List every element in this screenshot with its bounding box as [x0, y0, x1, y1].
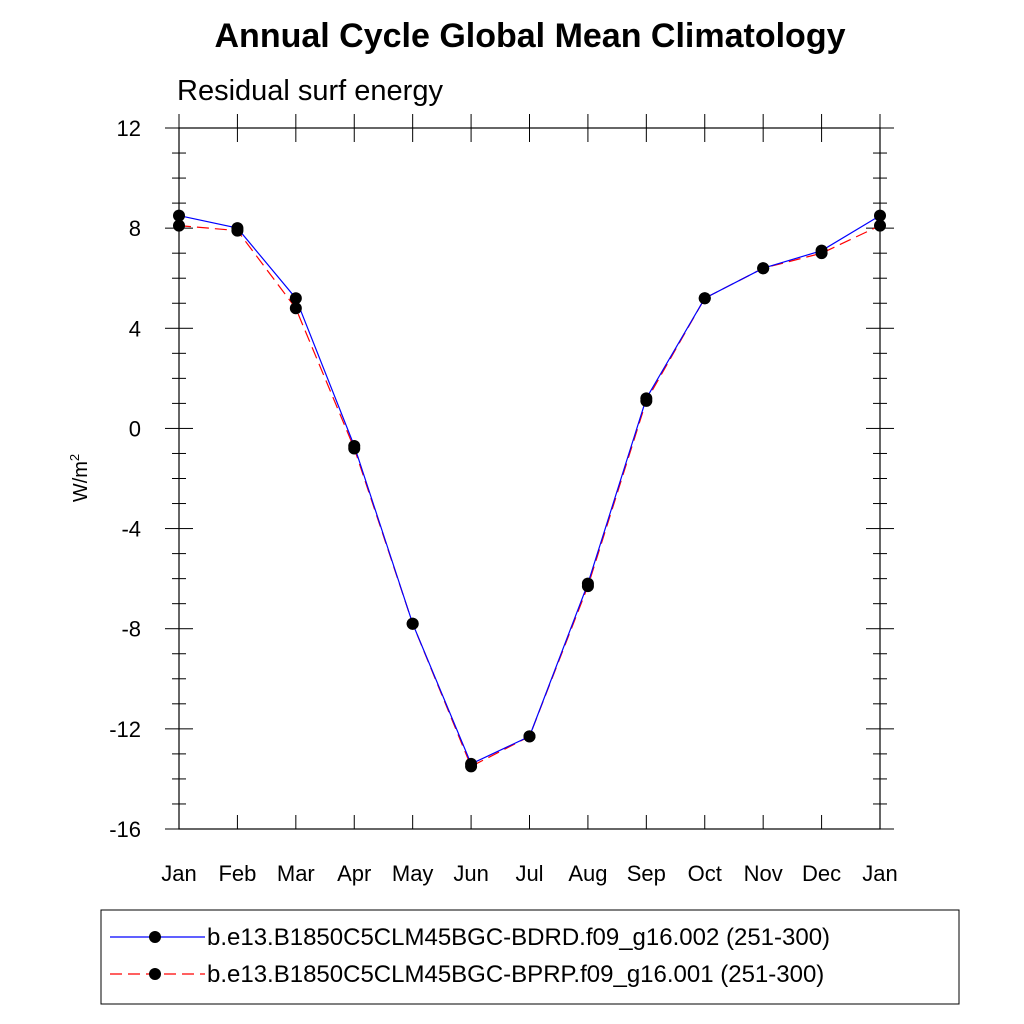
x-tick-label: Dec [802, 861, 841, 886]
y-axis-label-superscript: 2 [67, 454, 82, 461]
x-tick-label: Nov [744, 861, 783, 886]
axis-ticks [165, 114, 894, 830]
y-axis-label-text: W/m [70, 461, 92, 502]
x-tick-label: Jul [515, 861, 543, 886]
series-1-point [698, 292, 711, 305]
series-line-1 [178, 225, 881, 768]
y-tick-label: 12 [117, 116, 141, 141]
y-tick-label: 4 [129, 316, 141, 341]
series-1-point [231, 224, 244, 237]
chart-title: Annual Cycle Global Mean Climatology [215, 17, 846, 55]
y-tick-label: 8 [129, 216, 141, 241]
series-0-point [289, 292, 302, 305]
plot-frame [178, 127, 881, 830]
legend: b.e13.B1850C5CLM45BGC-BDRD.f09_g16.002 (… [110, 924, 830, 988]
x-tick-label: May [392, 861, 434, 886]
series-line-0 [178, 215, 881, 765]
plot-series [173, 209, 886, 773]
chart-subtitle: Residual surf energy [177, 75, 443, 107]
y-tick-label: -12 [109, 717, 141, 742]
legend-marker-0 [149, 931, 161, 943]
x-tick-label: Jan [862, 861, 897, 886]
x-tick-label: Mar [277, 861, 315, 886]
series-1-point [523, 730, 536, 743]
y-axis-label: W/m2 [67, 454, 92, 502]
y-tick-label: 0 [129, 416, 141, 441]
series-1-point [640, 394, 653, 407]
series-1-point [406, 617, 419, 630]
x-tick-label: Feb [218, 861, 256, 886]
series-1-point [757, 262, 770, 275]
x-tick-label: Apr [337, 861, 371, 886]
series-1-point [348, 442, 361, 455]
x-tick-label: Oct [688, 861, 722, 886]
x-tick-label: Jun [453, 861, 488, 886]
x-tick-label: Aug [568, 861, 607, 886]
legend-label-1: b.e13.B1850C5CLM45BGC-BPRP.f09_g16.001 (… [207, 961, 824, 988]
x-tick-labels: Jan Feb Mar Apr May Jun Jul Aug Sep Oct Nov Dec Jan [161, 861, 897, 886]
series-1-point [581, 580, 594, 593]
x-tick-label: Sep [627, 861, 666, 886]
y-tick-labels: 12 8 4 0 -4 -8 -12 -16 [109, 116, 141, 842]
y-tick-label: -4 [121, 517, 141, 542]
series-1-point [815, 247, 828, 260]
x-tick-label: Jan [161, 861, 196, 886]
series-1-point [465, 760, 478, 773]
legend-box [100, 909, 960, 1005]
series-1-point [289, 302, 302, 315]
y-tick-label: -8 [121, 617, 141, 642]
y-tick-label: -16 [109, 817, 141, 842]
legend-marker-1 [149, 968, 161, 980]
legend-label-0: b.e13.B1850C5CLM45BGC-BDRD.f09_g16.002 (… [207, 924, 830, 951]
